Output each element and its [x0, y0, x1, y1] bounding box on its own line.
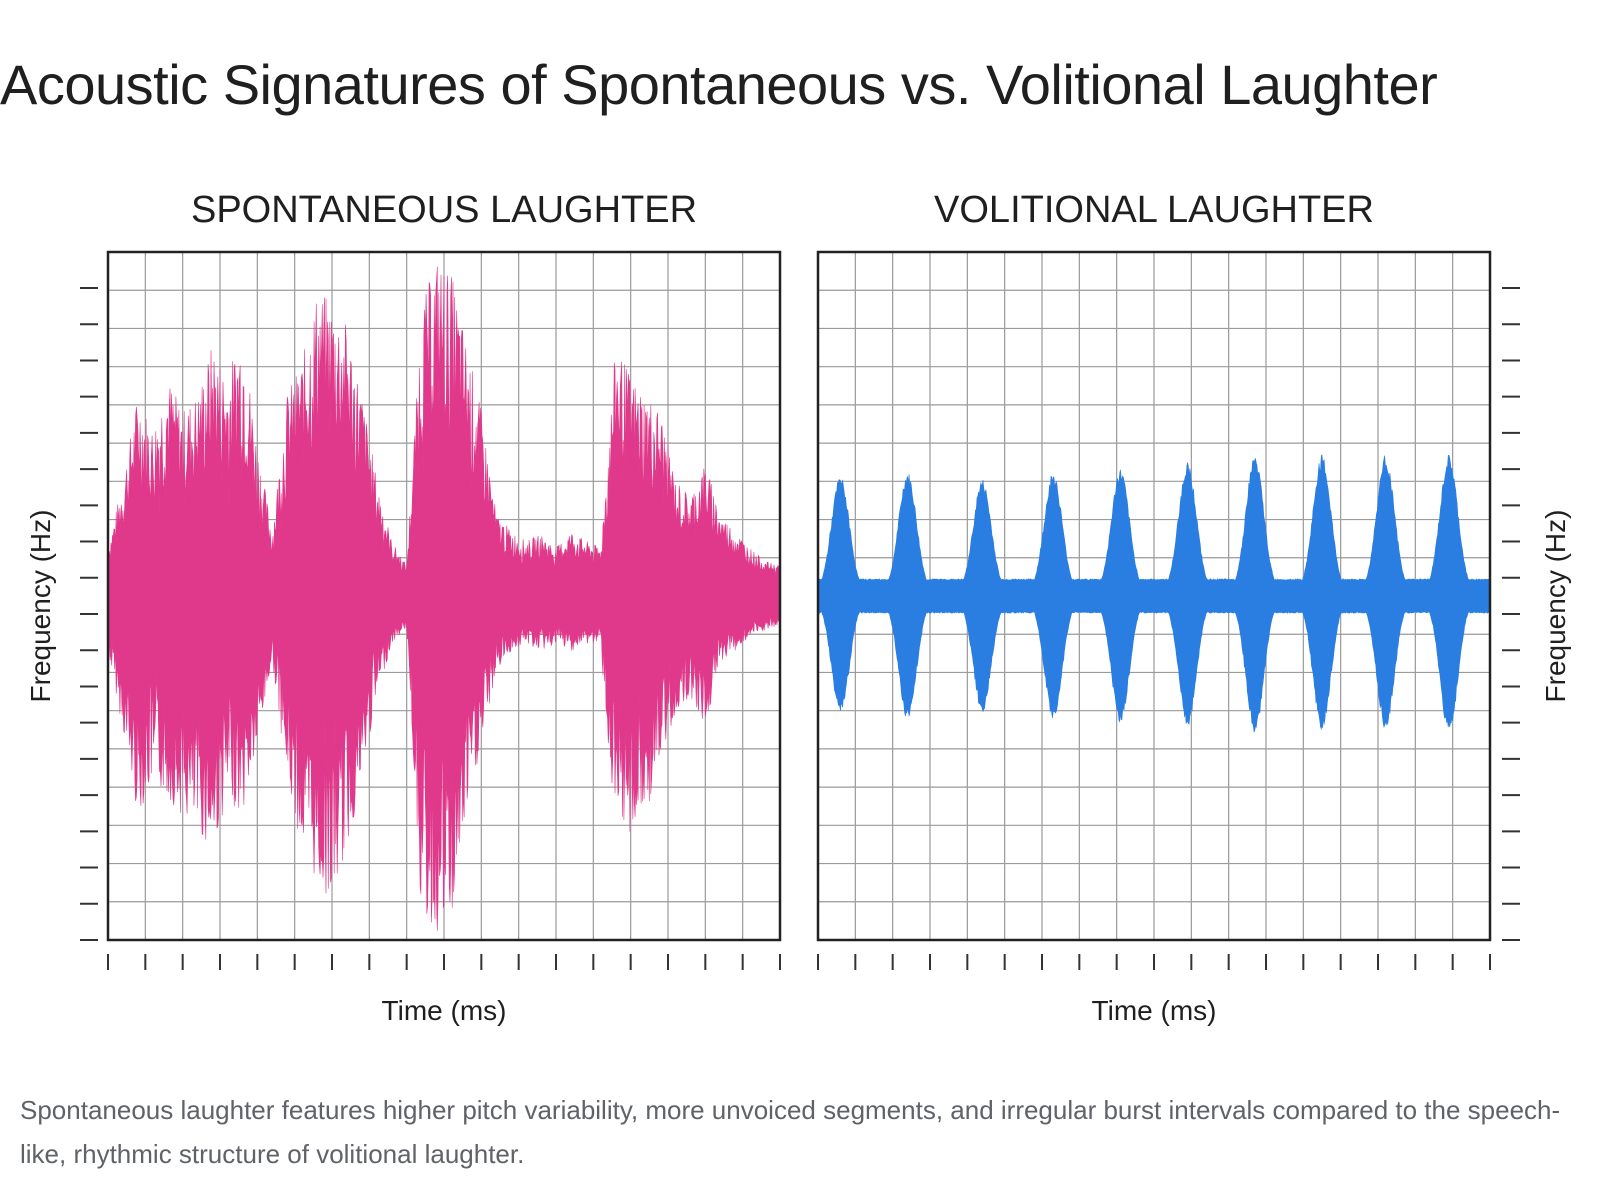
spontaneous-chart-title: SPONTANEOUS LAUGHTER	[191, 189, 697, 231]
volitional-plot-frame	[816, 250, 1492, 942]
page-title: Acoustic Signatures of Spontaneous vs. V…	[0, 53, 1438, 116]
figure-caption: Spontaneous laughter features higher pit…	[20, 1095, 1561, 1169]
spontaneous-plot-frame	[106, 250, 782, 942]
volitional-y-axis-label: Frequency (Hz)	[1540, 510, 1571, 703]
spontaneous-x-axis-label: Time (ms)	[382, 995, 507, 1026]
volitional-chart-title: VOLITIONAL LAUGHTER	[934, 189, 1374, 231]
spontaneous-y-axis-label: Frequency (Hz)	[25, 510, 56, 703]
waveform-charts-svg: SPONTANEOUS LAUGHTER Time (ms) Frequency (…	[25, 189, 1571, 1026]
laughter-figure: SPONTANEOUS LAUGHTER Time (ms) Frequency (…	[0, 170, 1600, 1050]
volitional-x-axis-label: Time (ms)	[1092, 995, 1217, 1026]
